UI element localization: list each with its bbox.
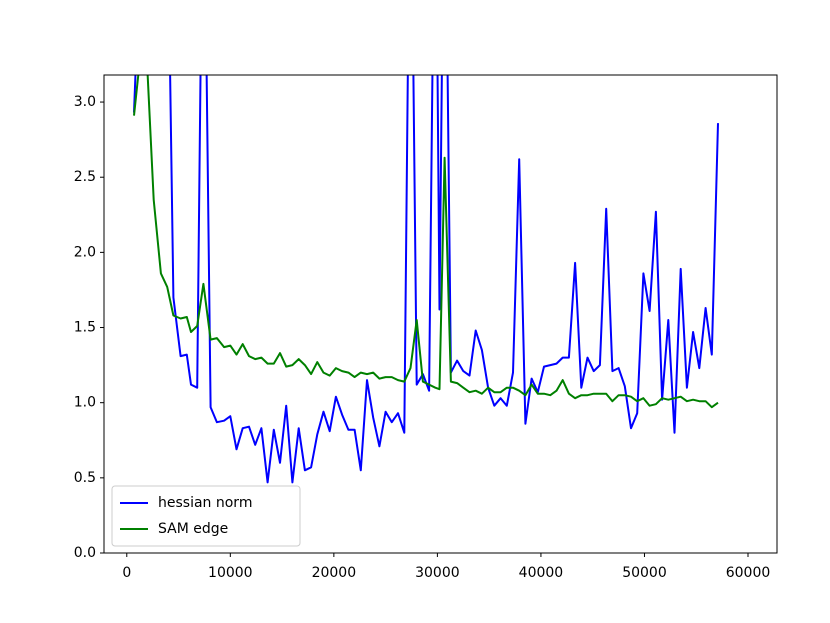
- y-tick-label: 1.5: [74, 320, 96, 336]
- x-tick-label: 60000: [726, 565, 771, 581]
- y-tick-label: 1.0: [74, 395, 96, 411]
- plot-area: [133, 75, 719, 484]
- axes-frame: [103, 74, 778, 554]
- y-tick-label: 2.5: [74, 169, 96, 185]
- x-tick-label: 50000: [622, 565, 667, 581]
- y-tick-label: 2.0: [74, 244, 96, 260]
- x-tick-label: 0: [122, 565, 131, 581]
- x-tick-label: 40000: [519, 565, 564, 581]
- x-tick-label: 30000: [415, 565, 460, 581]
- series-line: [133, 75, 719, 409]
- x-tick-label: 10000: [208, 565, 253, 581]
- y-tick-label: 3.0: [74, 94, 96, 110]
- legend-label: SAM edge: [158, 521, 228, 537]
- y-tick-label: 0.5: [74, 470, 96, 486]
- series-line: [133, 75, 719, 484]
- legend-label: hessian norm: [158, 495, 252, 511]
- y-tick-label: 0.0: [74, 545, 96, 561]
- x-tick-label: 20000: [312, 565, 357, 581]
- legend-box: [111, 485, 301, 547]
